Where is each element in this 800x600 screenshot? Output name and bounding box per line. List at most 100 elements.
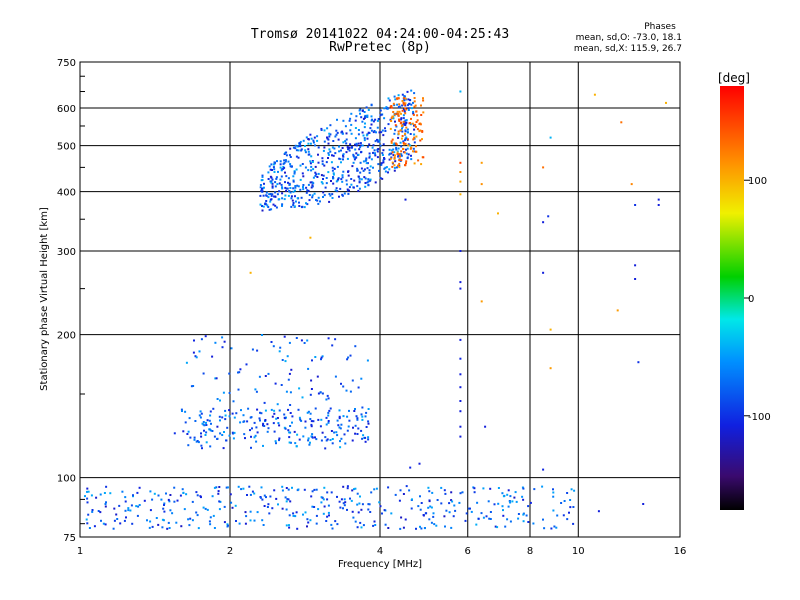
data-point xyxy=(271,186,274,189)
data-point xyxy=(350,146,353,149)
data-point xyxy=(294,200,297,203)
data-point xyxy=(274,382,277,385)
data-point xyxy=(309,160,312,163)
data-point xyxy=(403,99,406,102)
data-point xyxy=(311,433,314,436)
x-tick-label: 2 xyxy=(227,546,233,557)
data-point xyxy=(367,420,370,423)
data-point xyxy=(367,436,370,439)
data-point xyxy=(357,142,360,145)
chart-subtitle: RwPretec (8p) xyxy=(329,40,431,55)
data-point xyxy=(382,159,385,162)
data-point xyxy=(309,412,312,415)
data-point xyxy=(350,499,353,502)
data-point xyxy=(255,440,258,443)
data-point xyxy=(422,514,425,516)
data-point xyxy=(223,521,226,524)
data-point xyxy=(414,123,417,126)
data-point xyxy=(342,502,345,505)
data-point xyxy=(262,444,264,447)
data-point xyxy=(402,103,405,106)
data-point xyxy=(97,510,100,512)
data-point xyxy=(389,152,391,155)
data-point xyxy=(280,175,283,178)
data-point xyxy=(388,158,391,161)
data-point xyxy=(324,186,327,189)
data-point xyxy=(304,145,306,147)
data-point xyxy=(342,385,345,388)
colorbar-label: [deg] xyxy=(718,71,750,85)
data-point xyxy=(497,502,500,505)
data-point xyxy=(420,114,423,116)
data-point xyxy=(331,438,334,440)
data-point xyxy=(311,185,314,188)
data-point xyxy=(472,486,475,489)
colorbar-tick-label: 100 xyxy=(748,176,767,187)
data-point xyxy=(288,441,291,444)
data-point xyxy=(570,488,573,491)
data-point xyxy=(291,415,294,418)
data-point xyxy=(239,368,242,371)
data-point xyxy=(367,180,370,183)
data-point xyxy=(231,506,234,509)
data-point xyxy=(216,437,219,440)
data-point xyxy=(542,166,545,169)
data-point xyxy=(327,411,330,414)
data-point xyxy=(86,522,89,525)
data-point xyxy=(293,172,296,175)
data-point xyxy=(301,396,304,399)
data-point xyxy=(356,185,359,188)
data-point xyxy=(362,524,365,527)
data-point xyxy=(95,496,98,499)
data-point xyxy=(224,414,227,417)
data-point xyxy=(569,499,572,501)
data-point xyxy=(396,103,399,106)
data-point xyxy=(416,114,419,117)
data-point xyxy=(450,491,453,494)
data-point xyxy=(262,422,265,425)
data-point xyxy=(344,140,347,143)
data-point xyxy=(317,172,320,175)
data-point xyxy=(409,144,412,147)
data-point xyxy=(387,97,390,100)
data-point xyxy=(365,158,368,161)
data-point xyxy=(310,379,313,382)
data-point xyxy=(321,182,324,185)
data-point xyxy=(323,486,326,489)
data-point xyxy=(400,154,403,157)
data-point xyxy=(234,504,237,507)
data-point xyxy=(533,488,536,491)
data-point xyxy=(353,488,355,491)
data-point xyxy=(361,437,364,440)
x-tick-label: 16 xyxy=(674,546,687,557)
data-point xyxy=(382,134,385,137)
data-point xyxy=(411,122,414,125)
data-point xyxy=(167,521,170,524)
data-point xyxy=(313,192,316,195)
data-point xyxy=(328,135,331,138)
data-point xyxy=(392,102,395,105)
data-point xyxy=(321,160,324,163)
data-point xyxy=(338,195,340,198)
data-point xyxy=(409,123,412,126)
data-point xyxy=(275,177,278,180)
data-point xyxy=(508,500,511,503)
data-point xyxy=(300,206,303,209)
data-point xyxy=(238,371,241,374)
data-point xyxy=(464,519,467,522)
data-point xyxy=(360,167,363,170)
data-point xyxy=(563,500,566,502)
data-point xyxy=(313,488,316,491)
data-point xyxy=(330,161,333,164)
data-point xyxy=(305,186,308,189)
data-point xyxy=(362,134,365,137)
data-point xyxy=(357,153,360,156)
data-point xyxy=(400,145,403,148)
data-point xyxy=(397,114,400,117)
data-point xyxy=(292,512,295,515)
data-point xyxy=(413,97,416,99)
data-point xyxy=(368,156,371,159)
data-point xyxy=(356,492,359,495)
data-point xyxy=(338,150,341,153)
data-point xyxy=(487,500,490,503)
